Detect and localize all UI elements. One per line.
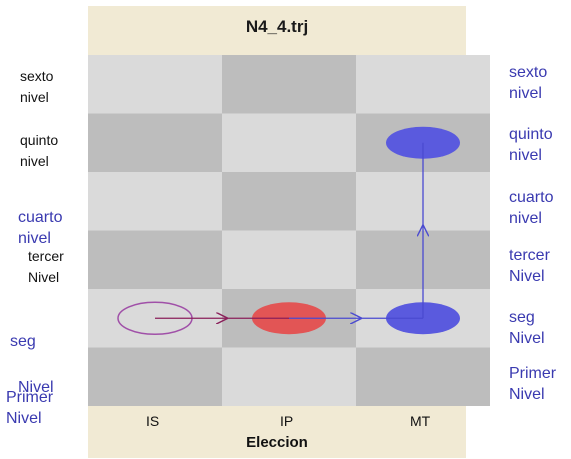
- grid-cell: [88, 347, 222, 406]
- x-tick-label: IP: [280, 413, 294, 429]
- grid-cell: [222, 172, 356, 231]
- label-line: Nivel: [509, 386, 545, 403]
- grid-cell: [222, 55, 356, 114]
- label-line: nivel: [509, 85, 542, 102]
- label-line: sexto: [509, 64, 548, 81]
- label-line: Primer: [509, 365, 557, 382]
- label-line: cuarto: [509, 189, 554, 206]
- x-tick-label: IS: [146, 413, 160, 429]
- right-label-tercer: tercer Nivel: [509, 245, 550, 287]
- left-label-tercer: tercer Nivel: [28, 246, 64, 288]
- right-label-cuarto: cuarto nivel: [509, 187, 553, 229]
- left-label-primer: Primer Nivel: [6, 387, 53, 429]
- left-label-quinto: quinto nivel: [20, 130, 58, 172]
- right-label-primer: Primer Nivel: [509, 363, 556, 405]
- label-line: quinto: [509, 126, 553, 143]
- label-line: Nivel: [509, 330, 545, 347]
- label-line: quinto: [20, 132, 59, 148]
- label-line: Nivel: [6, 410, 42, 427]
- right-label-sexto: sexto nivel: [509, 62, 547, 104]
- grid-cell: [88, 230, 222, 289]
- left-label-nivel: Nivel: [18, 377, 54, 398]
- chart-title: N4_4.trj: [245, 17, 309, 36]
- right-label-seg: seg Nivel: [509, 307, 545, 349]
- grid-cell: [356, 347, 490, 406]
- label-line: nivel: [20, 153, 49, 169]
- x-tick-label: MT: [410, 413, 431, 429]
- label-line: seg: [10, 333, 36, 350]
- left-label-seg: seg: [10, 331, 36, 352]
- right-label-quinto: quinto nivel: [509, 124, 553, 166]
- label-line: Nivel: [18, 379, 54, 396]
- grid-cell: [88, 113, 222, 172]
- x-axis-title: Eleccion: [246, 434, 308, 451]
- grid-cell: [88, 172, 222, 231]
- label-line: tercer: [509, 247, 550, 264]
- label-line: cuarto: [18, 209, 63, 226]
- label-line: sexto: [20, 68, 54, 84]
- grid-cell: [88, 55, 222, 114]
- label-line: seg: [509, 309, 535, 326]
- label-line: Primer: [6, 389, 54, 406]
- label-line: nivel: [20, 89, 49, 105]
- label-line: Nivel: [28, 269, 60, 285]
- label-line: nivel: [509, 210, 542, 227]
- grid-cell: [356, 55, 490, 114]
- left-label-cuarto: cuarto nivel: [18, 207, 62, 249]
- grid-cell: [222, 347, 356, 406]
- label-line: nivel: [509, 147, 542, 164]
- left-label-sexto: sexto nivel: [20, 66, 53, 108]
- label-line: Nivel: [509, 268, 545, 285]
- grid-cell: [222, 113, 356, 172]
- grid-cell: [222, 230, 356, 289]
- label-line: tercer: [28, 248, 64, 264]
- label-line: nivel: [18, 230, 51, 247]
